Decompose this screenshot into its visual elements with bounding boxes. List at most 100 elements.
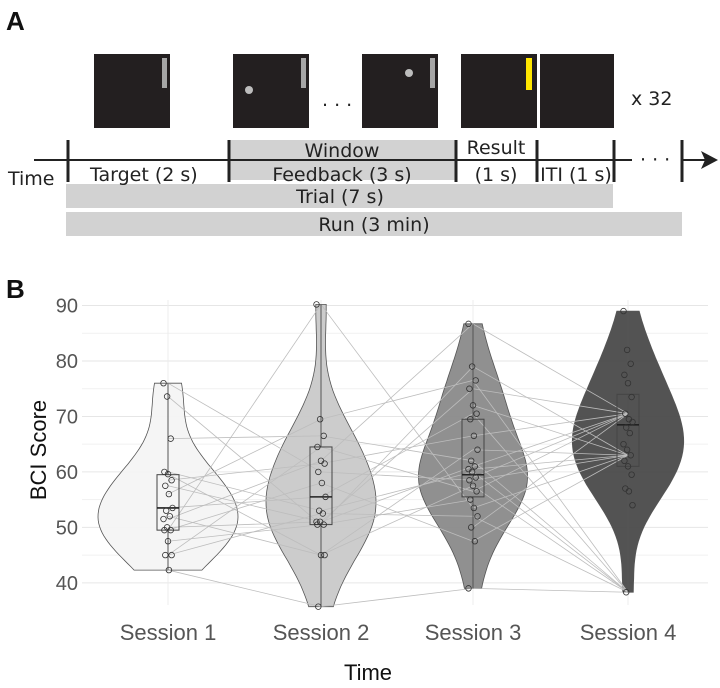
screen-feedback-end	[362, 54, 438, 128]
connecting-line	[472, 388, 629, 415]
data-point	[629, 501, 636, 509]
data-point	[467, 496, 474, 503]
data-point	[162, 551, 169, 559]
connecting-line	[472, 413, 629, 467]
connecting-line	[167, 485, 322, 523]
x-tick-label: Session 4	[580, 620, 677, 645]
data-point	[314, 521, 321, 528]
connecting-line	[167, 463, 322, 481]
data-point	[315, 468, 322, 476]
data-point	[469, 402, 477, 409]
data-point	[316, 416, 324, 423]
data-point	[624, 463, 632, 470]
connecting-line	[320, 471, 474, 512]
screen-feedback-start	[233, 54, 309, 128]
data-point	[161, 526, 168, 534]
screen-feedback-start-ball	[245, 86, 253, 94]
violin-shape	[571, 310, 685, 593]
trial-label: Trial (7 s)	[295, 186, 384, 208]
screens	[94, 54, 614, 128]
x-axis-title: Time	[344, 660, 392, 685]
violins	[97, 304, 685, 608]
y-tick-label: 90	[56, 296, 78, 318]
connecting-line	[167, 521, 322, 528]
connecting-line	[167, 496, 322, 509]
violin-shape	[418, 323, 528, 589]
connecting-line	[320, 587, 474, 608]
data-point	[471, 463, 478, 470]
connecting-line	[320, 449, 474, 556]
data-points	[160, 301, 636, 610]
x-tick-labels: Session 1 Session 2 Session 3 Session 4	[120, 620, 677, 645]
data-point	[162, 507, 170, 514]
x-tick-label: Session 2	[273, 620, 370, 645]
connecting-line	[167, 569, 322, 608]
y-tick-label: 80	[56, 351, 78, 373]
x-tick-label: Session 3	[425, 620, 522, 645]
data-point	[313, 301, 320, 308]
connecting-line	[472, 413, 629, 437]
feedback-label: Feedback (3 s)	[272, 164, 411, 186]
data-point	[471, 538, 478, 545]
connecting-line	[472, 454, 629, 481]
data-point	[623, 424, 630, 431]
data-point	[628, 471, 635, 478]
data-point	[470, 432, 478, 440]
connecting-line	[320, 435, 474, 464]
data-point	[620, 440, 627, 448]
data-point	[622, 410, 629, 417]
y-axis-title: BCI Score	[26, 400, 51, 500]
target-label: Target (2 s)	[89, 164, 198, 186]
connecting-lines	[167, 304, 629, 608]
screen-result	[461, 54, 537, 128]
data-point	[473, 410, 480, 417]
data-point	[161, 468, 168, 476]
connecting-line	[320, 323, 474, 462]
connecting-line	[167, 418, 322, 495]
data-point	[465, 320, 472, 328]
data-point	[315, 603, 322, 610]
connecting-line	[472, 460, 629, 593]
data-point	[628, 393, 635, 401]
data-point	[621, 371, 628, 379]
connecting-line	[472, 380, 629, 593]
screen-target	[94, 54, 170, 128]
connecting-line	[472, 413, 629, 528]
connecting-line	[320, 304, 474, 509]
connecting-line	[167, 473, 322, 556]
connecting-line	[167, 396, 322, 525]
screen-feedback-start-bar	[301, 58, 306, 88]
connecting-line	[320, 485, 474, 556]
data-point	[623, 589, 630, 596]
screen-feedback-end-ball	[405, 69, 413, 77]
data-point	[160, 379, 167, 387]
data-point	[629, 418, 636, 426]
connecting-line	[320, 513, 474, 517]
data-point	[465, 585, 472, 592]
connecting-line	[167, 435, 322, 440]
data-point	[162, 482, 169, 489]
data-point	[624, 379, 632, 387]
connecting-line	[472, 471, 629, 593]
data-point	[470, 504, 478, 512]
window-label: Window	[305, 140, 380, 162]
run-band	[66, 212, 682, 236]
connecting-line	[320, 366, 474, 525]
connecting-line	[167, 471, 322, 512]
data-point	[322, 493, 329, 501]
connecting-line	[320, 435, 474, 462]
connecting-line	[320, 465, 474, 523]
y-tick-label: 60	[56, 462, 78, 484]
data-point	[165, 490, 173, 498]
screen-target-bar	[162, 58, 167, 88]
data-point	[168, 477, 175, 484]
connecting-line	[472, 587, 629, 593]
connecting-line	[320, 446, 474, 492]
boxplots	[156, 304, 640, 607]
data-point	[623, 446, 631, 453]
iti-label: ITI (1 s)	[540, 164, 612, 186]
time-label: Time	[7, 168, 55, 190]
data-point	[164, 538, 172, 545]
x-tick-label: Session 1	[120, 620, 217, 645]
data-point	[466, 385, 473, 392]
